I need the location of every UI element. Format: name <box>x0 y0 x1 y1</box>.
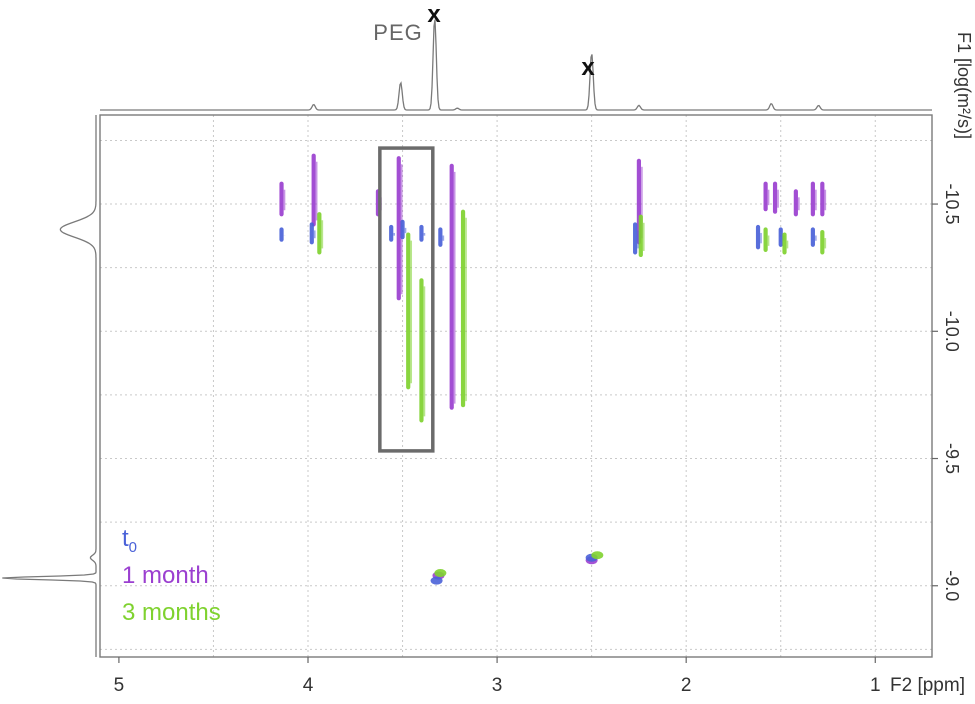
legend-t0-sub: 0 <box>129 539 137 556</box>
f2-projection-trace <box>100 19 932 111</box>
x-tick-labels: 5 4 3 2 1 <box>114 657 881 696</box>
y-tick-labels: -10.5 -10.0 -9.5 -9.0 <box>932 184 962 601</box>
y-tick-label: -10.0 <box>942 311 962 352</box>
x-tick-label: 2 <box>681 675 692 696</box>
signal-point-3-months <box>434 569 447 578</box>
legend-t0-main: t <box>122 525 129 552</box>
f1-projection-trace <box>2 115 97 657</box>
signal-point-t0 <box>430 576 443 585</box>
x-marker-2: x <box>581 54 595 81</box>
legend-1-month: 1 month <box>122 562 209 589</box>
y-tick-label: -10.5 <box>942 184 962 225</box>
y-tick-label: -9.5 <box>942 443 962 474</box>
peg-highlight-box <box>378 146 435 453</box>
x-tick-label: 3 <box>492 675 503 696</box>
y-axis-label: F1 [log(m²/s)] <box>954 32 974 139</box>
signal-point-3-months <box>591 551 604 560</box>
f1-projection-spectrum <box>2 115 97 657</box>
x-tick-label: 5 <box>114 675 125 696</box>
x-tick-label: 1 <box>870 675 881 696</box>
peg-label: PEG <box>373 20 422 45</box>
legend-t0: t0 <box>122 525 137 556</box>
data-marks <box>279 153 827 585</box>
legend-3-months: 3 months <box>122 599 221 626</box>
grid-lines <box>100 115 932 657</box>
x-tick-label: 4 <box>303 675 314 696</box>
x-marker-1: x <box>427 1 441 28</box>
f2-projection-spectrum <box>100 19 932 111</box>
y-tick-label: -9.0 <box>942 570 962 601</box>
plot-frame <box>99 114 933 658</box>
x-axis-label: F2 [ppm] <box>890 675 965 696</box>
legend: t0 1 month 3 months <box>122 525 221 626</box>
